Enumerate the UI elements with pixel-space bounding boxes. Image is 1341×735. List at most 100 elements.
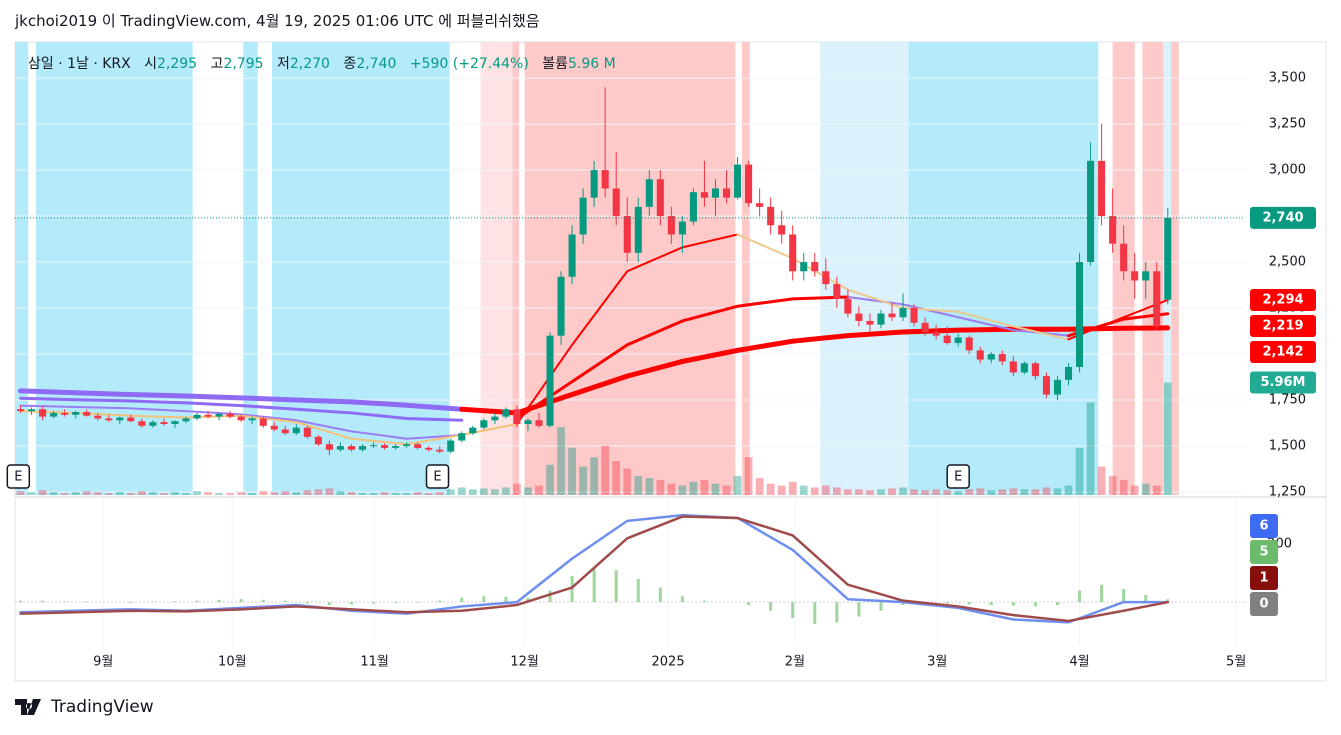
candle-body bbox=[811, 262, 819, 272]
candle-body bbox=[524, 420, 532, 424]
signal-band bbox=[35, 42, 193, 495]
moving-average bbox=[515, 295, 850, 420]
y-tick-label: 2,500 bbox=[1269, 255, 1306, 270]
candle-body bbox=[932, 331, 940, 336]
candle-body bbox=[50, 412, 58, 417]
volume-bar bbox=[369, 493, 378, 495]
volume-bar bbox=[358, 493, 367, 495]
volume-bar bbox=[954, 491, 963, 495]
candle-body bbox=[667, 216, 675, 235]
candle-body bbox=[888, 313, 896, 318]
candle-body bbox=[1075, 262, 1084, 367]
candle-body bbox=[381, 445, 389, 448]
candle-body bbox=[767, 206, 775, 226]
moving-average bbox=[1067, 312, 1170, 338]
volume-bar bbox=[711, 483, 720, 495]
volume-bar bbox=[336, 491, 345, 495]
volume-bar bbox=[115, 492, 124, 495]
moving-average bbox=[1067, 298, 1169, 341]
histogram-bar bbox=[63, 601, 67, 603]
volume-bar bbox=[1152, 485, 1161, 495]
legend-value: 2,740 bbox=[356, 56, 397, 72]
signal-band bbox=[15, 42, 29, 495]
volume-bar bbox=[799, 485, 808, 495]
volume-bar bbox=[810, 487, 819, 495]
volume-bar bbox=[457, 487, 466, 495]
event-marker bbox=[6, 464, 31, 489]
x-tick-label: 2025 bbox=[652, 655, 685, 670]
candle-body bbox=[94, 415, 102, 419]
candle-body bbox=[745, 164, 753, 204]
candle-body bbox=[689, 192, 697, 222]
volume-bar bbox=[678, 485, 687, 495]
volume-bar bbox=[513, 483, 521, 495]
event-marker bbox=[946, 464, 970, 489]
candle-body bbox=[910, 308, 918, 323]
volume-bar bbox=[1086, 402, 1095, 495]
candle-body bbox=[469, 427, 477, 434]
candle-body bbox=[700, 192, 708, 198]
price-badge-label: 2,142 bbox=[1262, 344, 1303, 359]
event-label: E bbox=[14, 470, 22, 485]
candle-body bbox=[314, 436, 322, 445]
volume-bar bbox=[832, 487, 841, 495]
candle-body bbox=[325, 444, 333, 450]
candle-body bbox=[987, 354, 995, 360]
volume-bar bbox=[744, 457, 753, 495]
signal-band bbox=[272, 42, 450, 495]
candle-body bbox=[28, 409, 36, 412]
y-tick-label: 1,750 bbox=[1269, 393, 1306, 408]
macd-line bbox=[19, 515, 1170, 623]
candle-body bbox=[579, 197, 587, 235]
histogram-bar bbox=[1055, 602, 1059, 605]
histogram-bar bbox=[1100, 584, 1104, 603]
candle-body bbox=[1009, 361, 1017, 373]
histogram-bar bbox=[372, 602, 376, 604]
candle-body bbox=[425, 447, 433, 450]
histogram-bar bbox=[504, 596, 508, 603]
event-marker bbox=[425, 464, 450, 489]
volume-bar bbox=[888, 488, 896, 495]
candle-body bbox=[877, 313, 885, 325]
macd-badge-label: 1 bbox=[1259, 571, 1268, 586]
y-tick-label: 3,500 bbox=[1269, 71, 1306, 86]
candle-body bbox=[1042, 376, 1050, 395]
volume-bar bbox=[1108, 476, 1117, 495]
volume-bar bbox=[976, 488, 985, 495]
legend-key: 고 bbox=[210, 56, 224, 72]
histogram-bar bbox=[967, 602, 971, 605]
volume-bar bbox=[943, 490, 952, 495]
volume-bar bbox=[49, 492, 58, 495]
legend-value: 5.96 M bbox=[568, 56, 616, 72]
volume-bar bbox=[1119, 479, 1128, 495]
volume-bar bbox=[1053, 488, 1062, 495]
volume-badge-label: 5.96M bbox=[1260, 375, 1305, 390]
candle-body bbox=[226, 413, 234, 417]
macd-badge bbox=[1250, 514, 1278, 538]
signal-band bbox=[524, 42, 736, 495]
volume-bar bbox=[612, 461, 621, 495]
candle-body bbox=[182, 418, 190, 422]
volume-badge bbox=[1250, 371, 1316, 394]
x-tick-label: 12월 bbox=[510, 655, 539, 670]
volume-bar bbox=[590, 457, 599, 495]
candle-body bbox=[1053, 379, 1061, 395]
signal-band bbox=[741, 42, 750, 495]
histogram-bar bbox=[460, 597, 464, 603]
x-tick-label: 3월 bbox=[927, 655, 947, 670]
volume-bar bbox=[446, 489, 455, 495]
volume-bar bbox=[314, 489, 323, 495]
candle-body bbox=[590, 170, 598, 198]
candle-body bbox=[138, 421, 146, 426]
candle-body bbox=[1120, 243, 1128, 272]
histogram-bar bbox=[945, 602, 949, 604]
candle-body bbox=[127, 417, 135, 422]
signal-band bbox=[820, 42, 909, 495]
candle-body bbox=[722, 188, 731, 198]
macd-badge bbox=[1250, 592, 1278, 616]
volume-bar bbox=[1009, 488, 1018, 495]
candle-body bbox=[160, 422, 168, 424]
candle-body bbox=[436, 449, 444, 452]
candle-body bbox=[447, 440, 455, 452]
candle-body bbox=[491, 416, 499, 421]
